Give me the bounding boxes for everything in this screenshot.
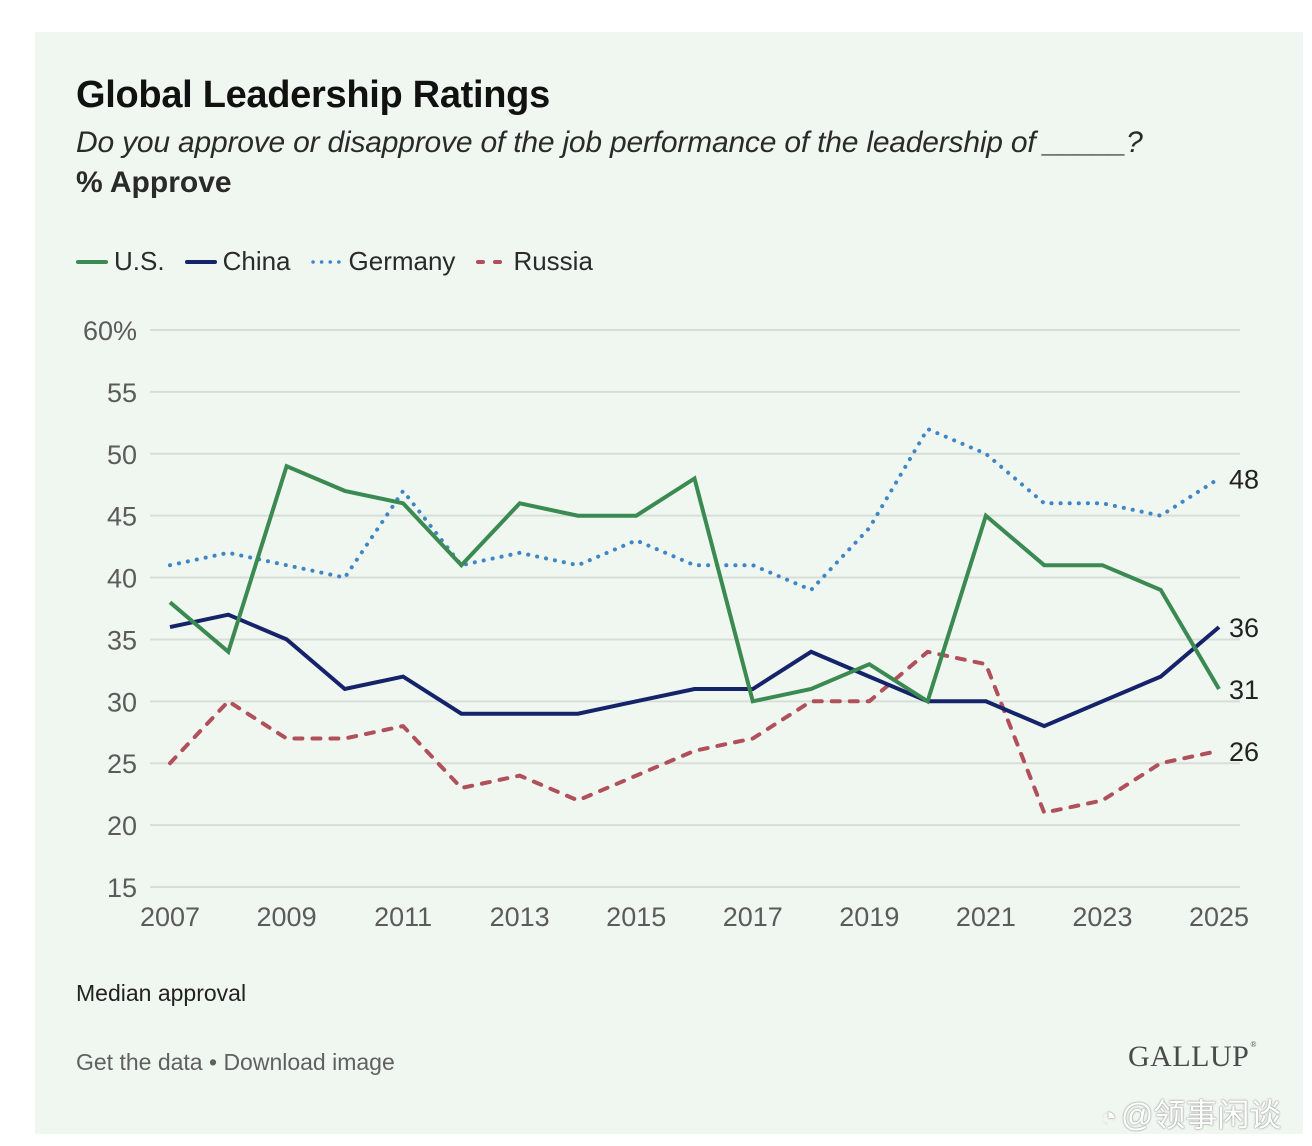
footer-links: Get the data • Download image [76,1049,395,1076]
series-line-us [168,463,1221,705]
registered-mark-icon: ® [1250,1040,1257,1049]
y-tick-label: 25 [107,749,137,779]
legend-swatch-china [184,258,217,266]
x-tick-label: 2017 [723,902,783,932]
chart-subtitle: Do you approve or disapprove of the job … [76,126,1143,159]
x-tick-label: 2011 [374,902,432,932]
brand-name: GALLUP [1128,1040,1250,1073]
watermark-text: @领事闲谈 [1120,1097,1282,1133]
end-label-china: 36 [1229,613,1259,643]
x-tick-label: 2007 [140,902,200,932]
gridlines [150,329,1240,888]
x-tick-label: 2023 [1072,902,1132,932]
legend-item-china: China [184,246,291,277]
legend-item-russia: Russia [475,246,593,277]
median-approval-note: Median approval [76,980,247,1006]
legend-item-germany: Germany [310,246,456,277]
chart-card [35,32,1303,1134]
series-lines [168,427,1221,815]
chart-title: Global Leadership Ratings [76,74,550,116]
download-image-link[interactable]: Download image [223,1049,395,1075]
y-tick-label: 55 [107,378,137,408]
end-label-us: 31 [1229,675,1259,705]
x-tick-label: 2021 [956,902,1016,932]
x-tick-label: 2009 [257,902,317,932]
x-tick-label: 2019 [839,902,899,932]
footer-separator: • [208,1049,218,1075]
end-label-russia: 26 [1229,737,1259,767]
legend-swatch-us [76,258,108,266]
y-tick-label: 20 [107,811,137,841]
end-label-germany: 48 [1229,465,1259,495]
series-line-china [169,612,1221,729]
legend-label-russia: Russia [513,246,593,276]
series-line-germany [168,427,1221,592]
gallup-logo: GALLUP® [1128,1040,1257,1074]
weibo-icon: ◔ [1100,1101,1117,1132]
y-tick-label: 30 [107,687,137,717]
legend-label-us: U.S. [114,246,165,276]
y-axis-ticks: 15 20 25 30 35 40 45 50 55 60% [83,316,137,903]
x-tick-label: 2025 [1189,902,1249,932]
get-data-link[interactable]: Get the data [76,1049,203,1075]
legend-label-china: China [222,246,291,276]
x-tick-label: 2015 [606,902,666,932]
y-tick-label: 15 [107,873,137,903]
x-tick-label: 2013 [490,902,550,932]
y-tick-label: 50 [107,440,137,470]
series-line-russia [168,649,1221,815]
legend-item-us: U.S. [76,246,165,277]
y-tick-label: 45 [107,502,137,532]
y-tick-label: 60% [83,316,137,346]
unit-label: % Approve [76,166,232,199]
y-tick-label: 40 [107,564,137,594]
end-labels: 48 36 31 26 [1229,465,1259,767]
y-tick-label: 35 [107,625,137,655]
legend: U.S. China Germany Russia [76,246,613,277]
legend-swatch-russia [475,258,508,266]
legend-label-germany: Germany [348,246,456,276]
watermark: ◔ @领事闲谈 [1100,1090,1281,1136]
x-axis-ticks: 2007 2009 2011 2013 2015 2017 2019 2021 2023 2025 [140,902,1249,932]
